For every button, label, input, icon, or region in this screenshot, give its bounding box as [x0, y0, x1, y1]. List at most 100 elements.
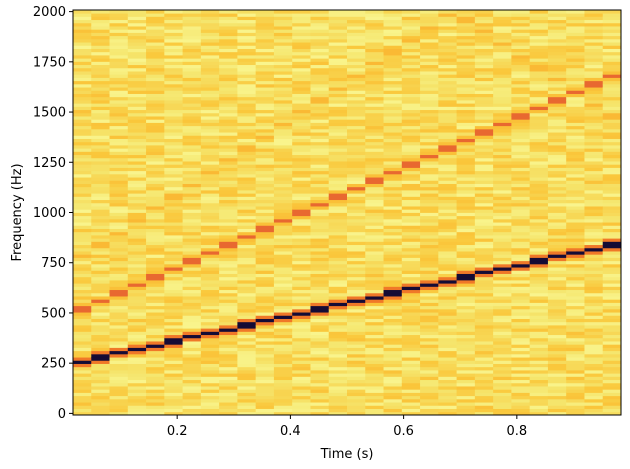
heatmap-cell [511, 318, 531, 323]
heatmap-cell [401, 13, 421, 17]
heatmap-cell [292, 215, 311, 220]
heatmap-cell [200, 45, 220, 49]
heatmap-cell [219, 103, 238, 107]
heatmap-cell [292, 270, 311, 274]
heatmap-cell [566, 135, 585, 139]
heatmap-cell [438, 122, 457, 127]
heatmap-cell [511, 180, 531, 184]
heatmap-cell [347, 170, 366, 175]
heatmap-cell [219, 292, 238, 297]
heatmap-cell [456, 386, 476, 390]
heatmap-cell [182, 190, 202, 194]
heatmap-cell [328, 254, 348, 258]
heatmap-cell [401, 328, 421, 332]
heatmap-cell [328, 331, 348, 336]
heatmap-cell [456, 328, 476, 332]
heatmap-cell [200, 141, 220, 146]
heatmap-cell [237, 238, 257, 242]
heatmap-cell [91, 254, 110, 258]
heatmap-cell [164, 109, 183, 114]
heatmap-cell [255, 167, 275, 172]
heatmap-cell [310, 51, 330, 56]
heatmap-cell [347, 241, 366, 246]
heatmap-cell [401, 341, 421, 345]
heatmap-cell [547, 183, 567, 188]
heatmap-cell [310, 318, 330, 323]
heatmap-cell [273, 280, 293, 284]
heatmap-cell [529, 296, 549, 300]
heatmap-cell [91, 251, 110, 255]
heatmap-cell [328, 341, 348, 345]
heatmap-cell [474, 260, 494, 265]
heatmap-cell [255, 125, 275, 130]
heatmap-cell [127, 103, 147, 107]
heatmap-cell [383, 292, 403, 297]
heatmap-cell [146, 173, 165, 178]
heatmap-cell [273, 164, 293, 168]
heatmap-cell [474, 280, 494, 284]
heatmap-cell [566, 177, 585, 181]
heatmap-cell [237, 321, 257, 326]
heatmap-cell [255, 382, 275, 387]
heatmap-cell [109, 64, 129, 69]
heatmap-cell [566, 334, 585, 339]
heatmap-cell [91, 318, 110, 323]
heatmap-cell [438, 154, 457, 159]
heatmap-cell [511, 389, 531, 393]
heatmap-cell [438, 341, 457, 345]
heatmap-cell [73, 93, 92, 98]
heatmap-cell [164, 328, 183, 332]
heatmap-cell [109, 218, 129, 223]
heatmap-cell [511, 321, 531, 326]
heatmap-cell [584, 395, 604, 400]
heatmap-cell [109, 61, 129, 66]
heatmap-cell [219, 209, 238, 213]
heatmap-cell [420, 132, 439, 136]
heatmap-cell [164, 13, 183, 17]
heatmap-cell [219, 145, 238, 149]
heatmap-cell [219, 109, 238, 114]
heatmap-cell [529, 26, 549, 30]
heatmap-cell [456, 29, 476, 33]
heatmap-cell [164, 283, 183, 287]
heatmap-cell [328, 379, 348, 384]
heatmap-cell [474, 45, 494, 49]
heatmap-cell [584, 392, 604, 397]
heatmap-cell [438, 90, 457, 94]
heatmap-cell [91, 96, 110, 101]
heatmap-cell [547, 38, 567, 43]
heatmap-cell [200, 148, 220, 152]
heatmap-cell [420, 151, 439, 156]
heatmap-cell [474, 379, 494, 384]
heatmap-cell [237, 106, 257, 111]
heatmap-cell [273, 395, 293, 400]
heatmap-cell [91, 148, 110, 152]
heatmap-cell [529, 398, 549, 403]
heatmap-cell [529, 173, 549, 178]
heatmap-cell [602, 64, 622, 69]
heatmap-cell [401, 289, 421, 294]
heatmap-cell [255, 209, 275, 213]
heatmap-cell [529, 402, 549, 406]
heatmap-cell [474, 13, 494, 17]
heatmap-cell [200, 254, 220, 258]
heatmap-cell [146, 80, 165, 85]
heatmap-cell [109, 373, 129, 377]
heatmap-cell [109, 96, 129, 101]
heatmap-cell [383, 331, 403, 336]
heatmap-cell [73, 263, 92, 268]
heatmap-cell [401, 263, 421, 268]
heatmap-cell [383, 202, 403, 207]
heatmap-cell [347, 13, 366, 17]
heatmap-cell [474, 93, 494, 98]
heatmap-cell [566, 247, 585, 252]
heatmap-cell [73, 77, 92, 82]
heatmap-cell [547, 206, 567, 210]
heatmap-cell [511, 405, 531, 409]
heatmap-cell [456, 26, 476, 30]
heatmap-cell [365, 289, 384, 294]
heatmap-cell [127, 305, 147, 310]
heatmap-cell [91, 360, 110, 364]
heatmap-cell [237, 183, 257, 188]
heatmap-cell [219, 257, 238, 262]
